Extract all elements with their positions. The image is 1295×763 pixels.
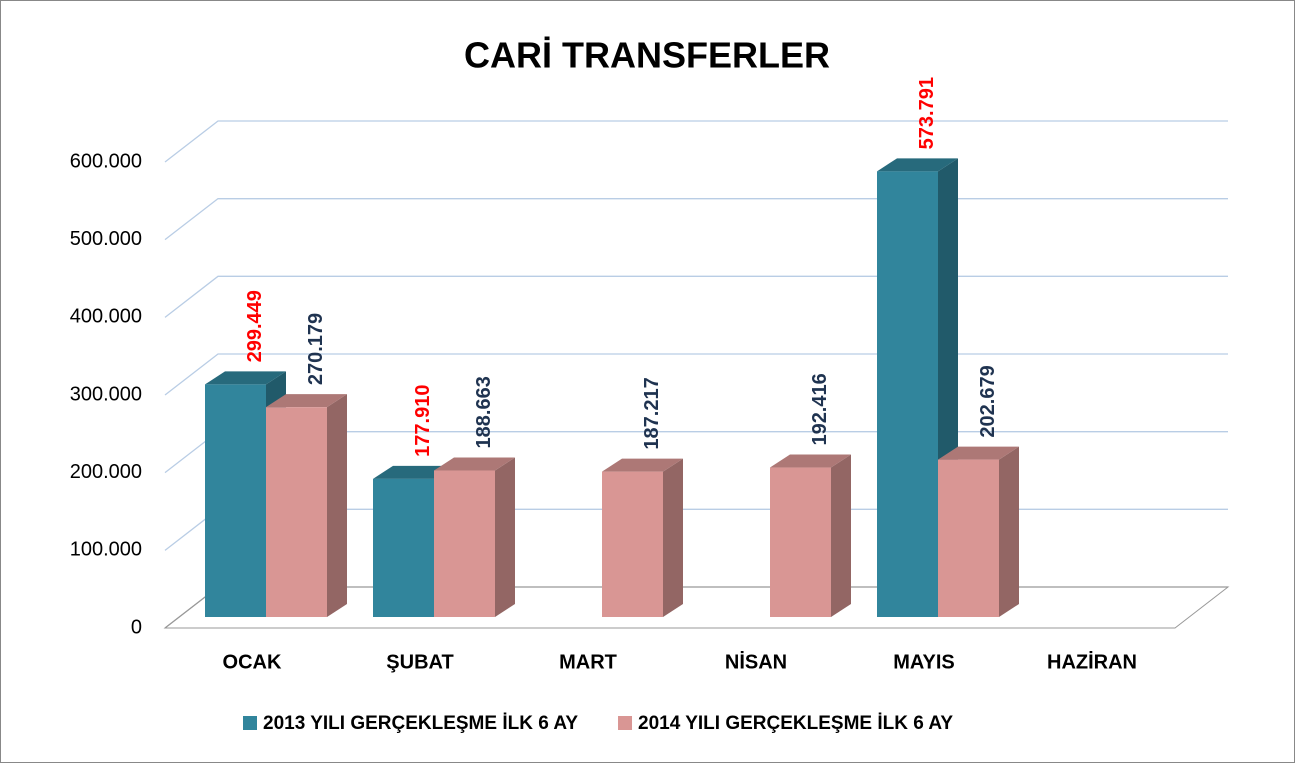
grid-line xyxy=(164,120,1228,163)
bar-side xyxy=(663,458,683,617)
bar-side xyxy=(327,394,347,617)
bar xyxy=(434,457,515,617)
bar-side xyxy=(999,446,1019,617)
bar xyxy=(938,446,1019,617)
bar-front xyxy=(602,471,663,617)
legend-label: 2014 YILI GERÇEKLEŞME İLK 6 AY xyxy=(638,713,953,734)
x-tick-label: HAZİRAN xyxy=(1047,650,1137,673)
value-label: 177.910 xyxy=(412,385,434,457)
bar-front xyxy=(373,478,434,617)
x-tick-label: OCAK xyxy=(223,651,282,673)
bar-top xyxy=(373,465,454,479)
bar xyxy=(602,458,683,617)
bar-top xyxy=(434,457,515,471)
value-label: 270.179 xyxy=(305,313,327,385)
value-label: 187.217 xyxy=(641,377,663,449)
bar-top xyxy=(877,158,958,172)
x-tick-label: NİSAN xyxy=(725,650,787,673)
y-tick-label: 400.000 xyxy=(70,306,142,328)
y-tick-label: 600.000 xyxy=(70,150,142,172)
bar xyxy=(266,394,347,617)
bar-side xyxy=(831,454,851,617)
bar-front xyxy=(938,459,999,617)
bar-front xyxy=(266,407,327,617)
bar-top xyxy=(602,458,683,472)
bar-side xyxy=(495,457,515,617)
bar-top xyxy=(770,454,851,468)
bar-front xyxy=(434,470,495,617)
y-tick-label: 200.000 xyxy=(70,461,142,483)
bar xyxy=(770,454,851,617)
value-label: 192.416 xyxy=(809,373,831,445)
y-tick-label: 300.000 xyxy=(70,383,142,405)
value-label: 202.679 xyxy=(977,365,999,437)
legend-swatch xyxy=(618,716,633,730)
bar-top xyxy=(938,446,1019,460)
value-label: 299.449 xyxy=(244,290,266,362)
value-label: 188.663 xyxy=(473,376,495,448)
bar-top xyxy=(266,394,347,408)
bar-front xyxy=(877,171,938,617)
chart-title: CARİ TRANSFERLER xyxy=(464,35,830,76)
legend-label: 2013 YILI GERÇEKLEŞME İLK 6 AY xyxy=(263,713,578,734)
x-tick-label: MART xyxy=(559,651,617,673)
legend-swatch xyxy=(243,716,257,730)
y-tick-label: 500.000 xyxy=(70,228,142,250)
bar-front xyxy=(205,384,266,617)
x-tick-label: ŞUBAT xyxy=(386,651,453,673)
y-tick-label: 100.000 xyxy=(70,539,142,561)
y-tick-label: 0 xyxy=(131,616,142,638)
value-label: 573.791 xyxy=(916,77,938,149)
bar-top xyxy=(205,371,286,385)
bar-front xyxy=(770,467,831,617)
x-tick-label: MAYIS xyxy=(893,651,955,673)
